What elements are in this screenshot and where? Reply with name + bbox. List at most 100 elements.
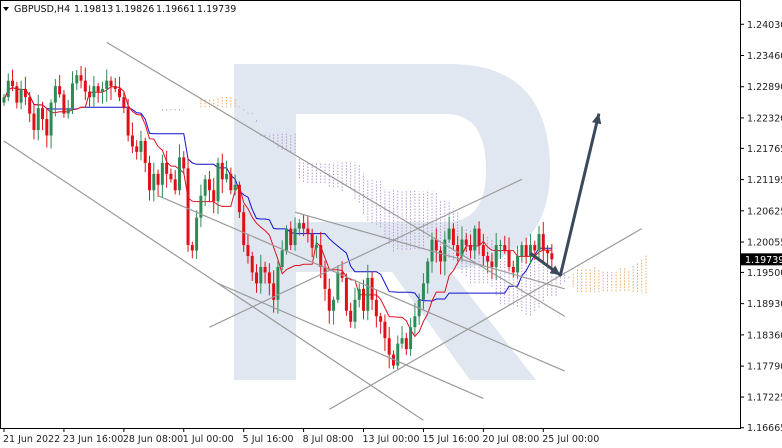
candle-body: [464, 239, 468, 246]
candle-body: [203, 179, 207, 196]
watermark-logo: [234, 64, 550, 380]
candle-body: [41, 108, 45, 120]
candle-body: [323, 266, 327, 289]
candle-body: [23, 88, 27, 98]
candle-body: [336, 272, 340, 300]
candle-body: [413, 316, 417, 328]
candle-body: [451, 228, 455, 246]
candle-body: [148, 162, 152, 191]
candle-body: [113, 86, 117, 89]
current-price-tag: 1.19739: [741, 253, 782, 266]
candle-body: [15, 86, 19, 103]
candle-body: [460, 239, 464, 256]
trend-line: [3, 140, 424, 421]
candle-body: [511, 266, 515, 273]
candle-body: [302, 223, 306, 229]
candle-body: [503, 245, 507, 251]
candle-body: [45, 119, 49, 136]
candle-body: [494, 245, 498, 267]
y-tick-label: 1.21765: [747, 144, 782, 155]
candle-body: [490, 261, 494, 267]
candle-body: [421, 283, 425, 300]
candle-body: [53, 86, 57, 103]
candle-body: [220, 162, 224, 180]
current-price-value: 1.19739: [745, 255, 782, 266]
candle-body: [233, 184, 237, 191]
candle-body: [374, 299, 378, 317]
candle-body: [105, 80, 109, 89]
candle-body: [242, 212, 246, 246]
candle-body: [165, 162, 169, 174]
y-tick-label: 1.16665: [747, 423, 782, 434]
candle-body: [524, 245, 528, 256]
candle-body: [96, 86, 100, 92]
kijun-line: [3, 87, 552, 302]
symbol-label: GBPUSD,H4: [14, 4, 70, 15]
candle-body: [349, 310, 353, 322]
candle-body: [109, 80, 113, 87]
candle-body: [379, 316, 383, 322]
candle-body: [443, 239, 447, 262]
candle-body: [409, 327, 413, 350]
candle-body: [370, 277, 374, 300]
candle-body: [156, 173, 160, 185]
candle-body: [152, 173, 156, 191]
candle-body: [319, 245, 323, 267]
forecast-arrow: [529, 113, 602, 277]
x-tick-label: 13 Jul 00:00: [363, 434, 420, 445]
trend-line: [209, 178, 523, 328]
candle-body: [297, 223, 301, 229]
candle-body: [447, 228, 451, 240]
x-axis: 21 Jun 2022 23 Jun 16:00 28 Jun 08:00 1 Jul…: [3, 428, 599, 445]
candle-body: [79, 75, 83, 81]
x-tick-label: 5 Jul 16:00: [243, 434, 294, 445]
y-tick-label: 1.18360: [747, 330, 782, 341]
chart-header: GBPUSD,H4 1.19813 1.19826 1.19661 1.1973…: [3, 4, 236, 15]
candle-body: [199, 195, 203, 218]
candle-body: [6, 80, 10, 98]
candle-body: [92, 86, 96, 98]
candle-body: [498, 245, 502, 247]
forecast-arrowhead-up: [591, 113, 602, 125]
dropdown-triangle-icon[interactable]: [3, 7, 9, 11]
y-tick-label: 1.17225: [747, 393, 782, 404]
y-tick-label: 1.24030: [747, 20, 782, 31]
candle-body: [212, 190, 216, 202]
candle-body: [550, 253, 554, 260]
candle-body: [520, 245, 524, 256]
candle-body: [19, 88, 23, 103]
y-tick-label: 1.18930: [747, 299, 782, 310]
candle-body: [250, 255, 254, 273]
candle-body: [327, 288, 331, 311]
candle-body: [58, 86, 62, 95]
candle-body: [139, 140, 143, 152]
candle-body: [186, 168, 190, 246]
candle-body: [246, 245, 250, 256]
y-tick-label: 1.22890: [747, 82, 782, 93]
candle-body: [383, 321, 387, 339]
candle-body: [396, 343, 400, 366]
y-tick-label: 1.19500: [747, 268, 782, 279]
candle-body: [366, 277, 370, 311]
candle-body: [2, 97, 6, 103]
candle-body: [259, 266, 263, 284]
candle-body: [434, 239, 438, 251]
candle-body: [439, 250, 443, 262]
candle-body: [49, 102, 53, 136]
candle-body: [143, 140, 147, 163]
candle-body: [169, 173, 173, 180]
candle-body: [516, 255, 520, 273]
quote-close: 1.19739: [197, 4, 236, 15]
quote-open: 1.19813: [74, 4, 113, 15]
candle-body: [528, 245, 532, 256]
x-tick-label: 1 Jul 00:00: [183, 434, 234, 445]
x-tick-label: 23 Jun 16:00: [63, 434, 123, 445]
x-tick-label: 20 Jul 08:00: [482, 434, 539, 445]
x-tick-label: 25 Jul 00:00: [542, 434, 599, 445]
candle-body: [36, 108, 40, 130]
candle-body: [173, 179, 177, 191]
y-tick-label: 1.22320: [747, 113, 782, 124]
candle-body: [32, 113, 36, 130]
candle-body: [88, 91, 92, 98]
